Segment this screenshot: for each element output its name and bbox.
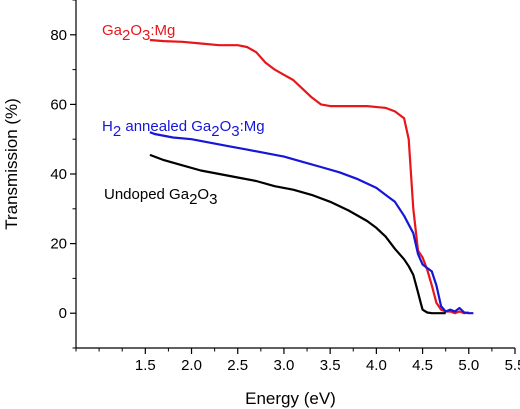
y-axis-title: Transmission (%) <box>2 98 21 230</box>
series-label-2: Undoped Ga2O3 <box>104 186 217 208</box>
series-line-1 <box>149 131 474 315</box>
x-tick-label: 2.5 <box>227 357 248 374</box>
x-tick-label: 1.5 <box>135 357 156 374</box>
x-tick-label: 5.5 <box>505 357 520 374</box>
y-tick-label: 20 <box>50 236 67 253</box>
series-label-1: H2 annealed Ga2O3:Mg <box>102 118 265 140</box>
y-tick-label: 0 <box>59 305 67 322</box>
x-tick-label: 4.5 <box>412 357 433 374</box>
series-label-0: Ga2O3:Mg <box>102 22 175 44</box>
x-tick-label: 3.0 <box>274 357 295 374</box>
x-tick-label: 2.0 <box>181 357 202 374</box>
x-tick-label: 4.0 <box>366 357 387 374</box>
series-line-2 <box>149 153 446 315</box>
x-axis-title: Energy (eV) <box>245 389 336 408</box>
y-tick-label: 80 <box>50 27 67 44</box>
y-tick-label: 60 <box>50 96 67 113</box>
series-line-0 <box>149 38 469 315</box>
y-tick-label: 40 <box>50 166 67 183</box>
x-tick-label: 5.0 <box>458 357 479 374</box>
x-tick-label: 3.5 <box>320 357 341 374</box>
